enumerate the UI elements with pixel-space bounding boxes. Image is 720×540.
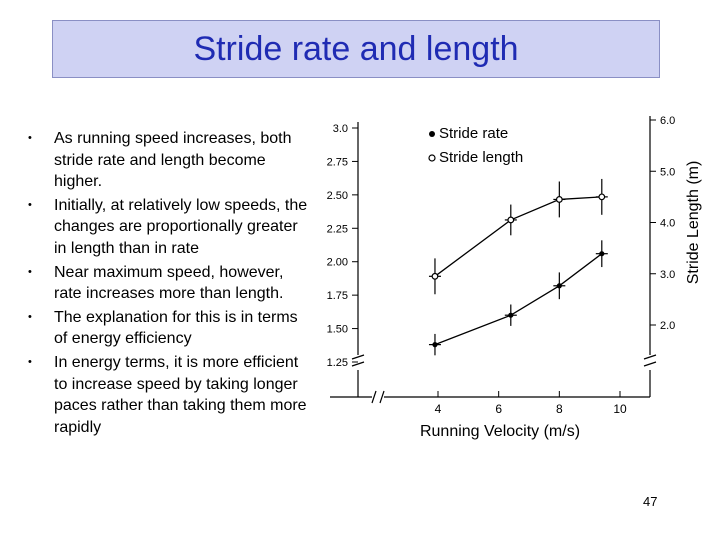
- data-point: [508, 312, 514, 318]
- bullet-dot: •: [28, 265, 32, 278]
- y-left-tick-label: 2.75: [327, 156, 348, 168]
- data-point: [598, 193, 606, 201]
- bullet-item: • The explanation for this is in terms of…: [28, 307, 308, 350]
- y-left-tick-label: 1.75: [327, 290, 348, 302]
- left-axis-break: [351, 354, 365, 367]
- bullet-text: The explanation for this is in terms of …: [54, 308, 298, 348]
- bullet-text: Near maximum speed, however, rate increa…: [54, 263, 284, 303]
- x-tick-label: 6: [495, 402, 502, 416]
- x-axis-label: Running Velocity (m/s): [420, 423, 580, 440]
- series-line: [434, 253, 603, 346]
- data-point: [555, 196, 563, 203]
- legend-marker-open: [428, 154, 436, 162]
- legend-label: Stride rate: [439, 125, 508, 142]
- data-point: [599, 251, 605, 257]
- stride-chart: 3.0 2.75 2.50 2.25 2.00 1.75 1.50 1.25 6.0 5.0 4.0…: [327, 115, 702, 440]
- x-tick-label: 10: [613, 402, 627, 416]
- y-left-tick-label: 2.25: [327, 223, 348, 235]
- y-right-tick-label: 5.0: [660, 166, 675, 178]
- right-axis-break: [643, 354, 657, 367]
- bullet-text: Initially, at relatively low speeds, the…: [54, 196, 308, 257]
- legend-label: Stride length: [439, 149, 523, 166]
- bullet-dot: •: [28, 198, 32, 211]
- y-left-tick-label: 2.50: [327, 190, 348, 202]
- bullet-dot: •: [28, 310, 32, 323]
- y-right-tick-label: 4.0: [660, 218, 675, 230]
- y-right-tick-label: 3.0: [660, 269, 675, 281]
- y-left-tick-label: 1.50: [327, 324, 348, 336]
- x-tick-label: 4: [435, 402, 442, 416]
- y-right-tick-label: 2.0: [660, 320, 675, 332]
- slide-title: Stride rate and length: [193, 29, 519, 68]
- title-box: Stride rate and length: [52, 20, 660, 78]
- y-left-tick-label: 1.25: [327, 357, 348, 369]
- bullet-dot: •: [28, 355, 32, 368]
- bullet-dot: •: [28, 132, 32, 144]
- series-line: [434, 196, 602, 277]
- page-number: 47: [643, 494, 658, 509]
- y-right-axis-label: Stride Length (m): [685, 161, 702, 285]
- bullet-item: • Initially, at relatively low speeds, th…: [28, 195, 308, 260]
- bullet-text: In energy terms, it is more efficient to…: [54, 353, 307, 436]
- x-tick-label: 8: [556, 402, 563, 416]
- y-left-tick-label: 3.0: [333, 123, 348, 135]
- x-axis-break: [371, 390, 385, 404]
- bullet-item: • Near maximum speed, however, rate incre…: [28, 262, 308, 305]
- bullet-item: • As running speed increases, both stride…: [28, 128, 308, 193]
- bullet-text: As running speed increases, both stride …: [54, 130, 292, 191]
- legend-marker-filled: [429, 131, 435, 137]
- bullet-item: • In energy terms, it is more efficient t…: [28, 352, 308, 438]
- data-point: [507, 216, 515, 224]
- data-point: [556, 283, 562, 289]
- y-left-tick-label: 2.00: [327, 257, 348, 269]
- y-right-tick-label: 6.0: [660, 115, 675, 127]
- bullet-list: • As running speed increases, both stride…: [28, 128, 308, 440]
- data-point: [431, 272, 439, 280]
- data-point: [432, 342, 438, 348]
